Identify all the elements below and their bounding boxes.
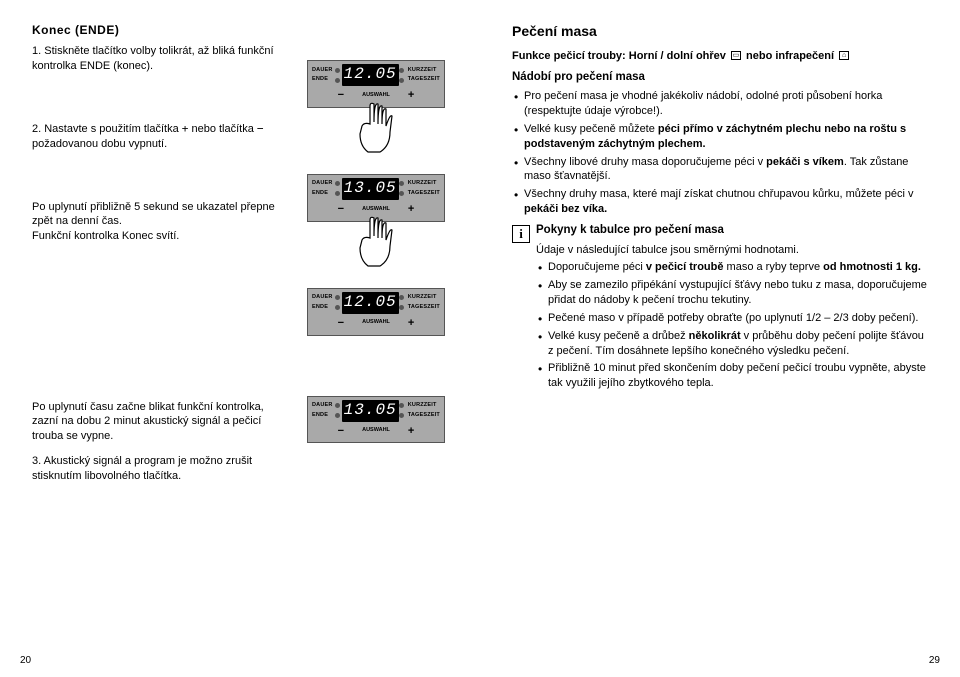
info-icon: i (512, 225, 530, 243)
display-panel-2: DAUERENDE 13.05 KURZZEITTAGESZEIT −AUSWA… (307, 174, 445, 262)
step-2-note: Po uplynutí přibližně 5 sekund se ukazat… (32, 200, 293, 245)
step-2: 2. Nastavte s použitím tlačítka + nebo t… (32, 122, 293, 152)
bullet-item: Doporučujeme péci v pečicí troubě maso a… (536, 260, 928, 275)
bullet-item: Velké kusy pečeně a drůbež několikrát v … (536, 329, 928, 359)
subhead-1: Nádobí pro pečení masa (512, 70, 928, 86)
right-title: Pečení masa (512, 22, 928, 41)
bullet-item: Pečené maso v případě potřeby obraťte (p… (536, 311, 928, 326)
step-3: 3. Akustický signál a program je možno z… (32, 454, 293, 484)
bullet-item: Všechny libové druhy masa doporučujeme p… (512, 155, 928, 185)
intro-line: Funkce pečicí trouby: Horní / dolní ohře… (512, 49, 928, 64)
bullet-item: Velké kusy pečeně můžete péci přímo v zá… (512, 122, 928, 152)
infrared-icon: ⌂ (839, 51, 849, 60)
lcd-display: 12.05 (342, 64, 399, 86)
bullet-item: Aby se zamezilo připékání vystupující šť… (536, 278, 928, 308)
hand-icon (307, 102, 445, 148)
info-block: i Pokyny k tabulce pro pečení masa Údaje… (512, 223, 928, 397)
lcd-display: 13.05 (342, 178, 399, 200)
page-number-left: 20 (20, 654, 31, 668)
display-panel-4: DAUERENDE 13.05 KURZZEITTAGESZEIT −AUSWA… (307, 396, 445, 444)
left-text-column: Konec (ENDE) 1. Stiskněte tlačítko volby… (32, 22, 293, 336)
left-figure-column: DAUERENDE 12.05 KURZZEITTAGESZEIT − A (307, 22, 447, 336)
display-panel-1: DAUERENDE 12.05 KURZZEITTAGESZEIT − A (307, 60, 445, 148)
page-number-right: 29 (929, 654, 940, 668)
page-left: Konec (ENDE) 1. Stiskněte tlačítko volby… (0, 0, 480, 677)
lcd-display: 13.05 (342, 400, 399, 422)
bullet-item: Všechny druhy masa, které mají získat ch… (512, 187, 928, 217)
hand-icon (307, 216, 445, 262)
section-title: Konec (ENDE) (32, 22, 293, 38)
heat-icon: ▭ (731, 51, 741, 60)
lcd-display: 12.05 (342, 292, 399, 314)
bullet-list-2: Doporučujeme péci v pečicí troubě maso a… (536, 260, 928, 391)
page-right: Pečení masa Funkce pečicí trouby: Horní … (480, 0, 960, 677)
left-bottom-text: Po uplynutí času začne blikat funkční ko… (32, 396, 293, 494)
bullet-list-1: Pro pečení masa je vhodné jakékoliv nádo… (512, 89, 928, 217)
info-heading: Pokyny k tabulce pro pečení masa (536, 223, 928, 239)
step-1: 1. Stiskněte tlačítko volby tolikrát, až… (32, 44, 293, 74)
display-panel-3: DAUERENDE 12.05 KURZZEITTAGESZEIT −AUSWA… (307, 288, 445, 336)
bullet-item: Přibližně 10 minut před skončením doby p… (536, 361, 928, 391)
bullet-item: Pro pečení masa je vhodné jakékoliv nádo… (512, 89, 928, 119)
